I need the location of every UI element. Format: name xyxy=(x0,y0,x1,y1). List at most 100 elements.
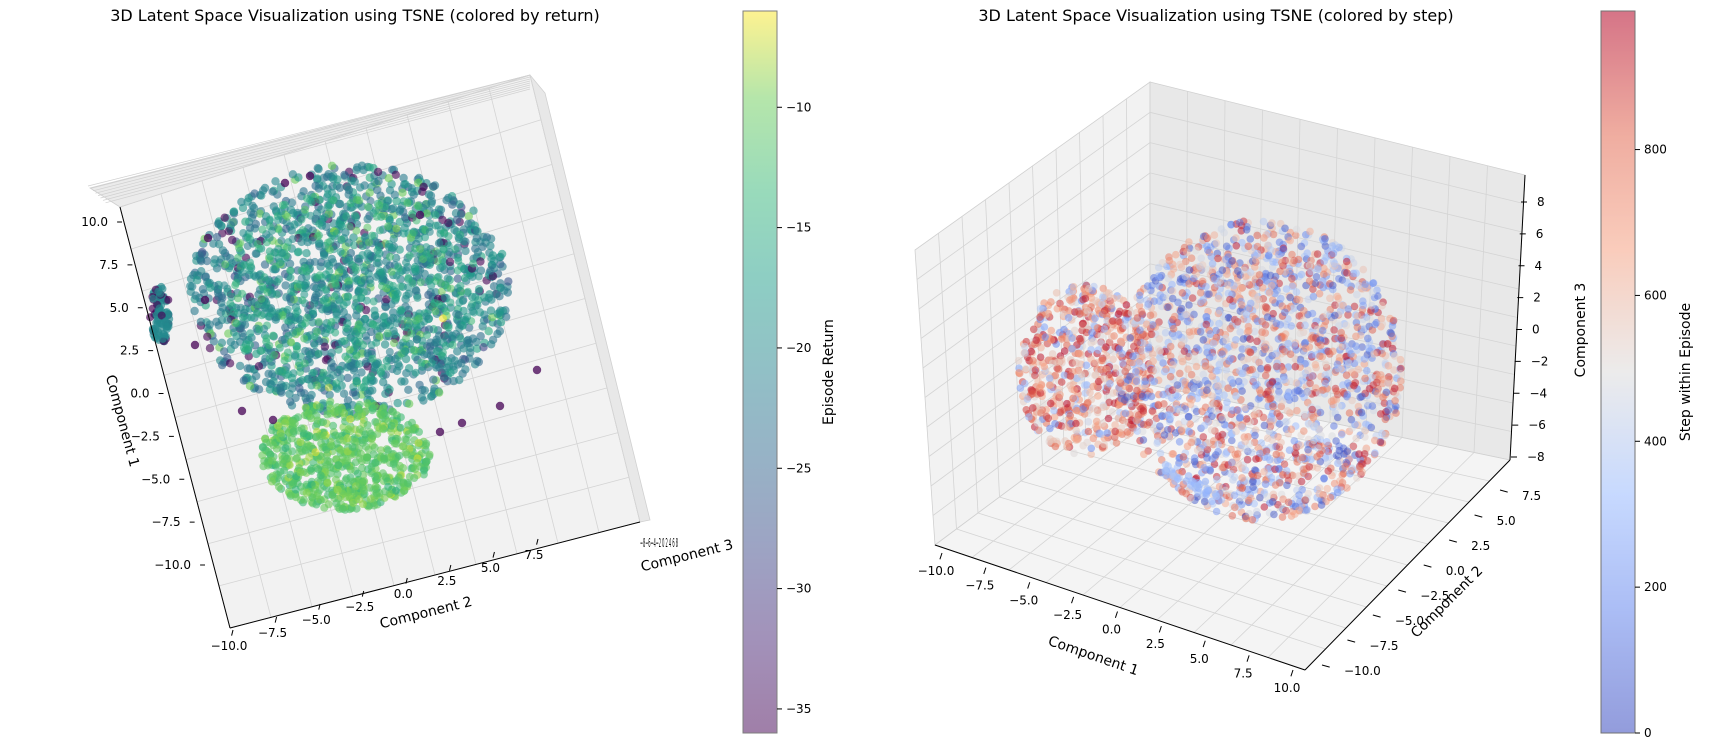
scatter-point xyxy=(361,357,370,366)
scatter-point xyxy=(409,190,418,199)
scatter-point xyxy=(303,375,313,384)
scatter-point xyxy=(225,359,235,368)
scatter-point xyxy=(350,336,359,345)
scatter-point xyxy=(329,371,338,380)
scatter-point xyxy=(1035,426,1043,435)
scatter-point xyxy=(286,470,295,479)
scatter-point xyxy=(1249,478,1257,486)
scatter-point xyxy=(431,307,440,316)
scatter-point xyxy=(397,305,406,314)
scatter-point xyxy=(395,245,404,254)
scatter-point xyxy=(1047,326,1056,335)
scatter-point xyxy=(330,292,339,301)
scatter-point xyxy=(349,487,358,496)
scatter-point xyxy=(446,368,455,377)
scatter-point xyxy=(1027,347,1035,356)
scatter-point xyxy=(1269,309,1277,318)
scatter-point xyxy=(367,462,376,471)
scatter-point xyxy=(1069,394,1077,403)
scatter-point xyxy=(160,330,169,339)
scatter-point xyxy=(366,378,375,387)
scatter-point xyxy=(421,200,430,209)
scatter-point xyxy=(451,245,460,254)
tick-label: −5.0 xyxy=(141,472,170,486)
scatter-point xyxy=(1232,427,1240,436)
scatter-point xyxy=(1056,391,1064,399)
scatter-point xyxy=(315,219,324,228)
tick-mark xyxy=(405,577,408,584)
scatter-point xyxy=(392,196,401,206)
tick-mark xyxy=(492,551,495,558)
scatter-point xyxy=(502,312,511,321)
scatter-point xyxy=(1122,301,1131,309)
scatter-point xyxy=(326,246,334,255)
scatter-point xyxy=(1029,356,1037,365)
scatter-point xyxy=(1257,364,1265,373)
scatter-point xyxy=(254,362,264,371)
scatter-point xyxy=(365,188,374,197)
scatter-point xyxy=(1099,309,1108,318)
scatter-point xyxy=(1015,369,1023,377)
scatter-point xyxy=(1275,387,1283,396)
scatter-point xyxy=(389,204,398,213)
scatter-point xyxy=(277,432,286,441)
scatter-point xyxy=(1047,298,1055,306)
scatter-point xyxy=(300,334,309,343)
scatter-point xyxy=(378,282,386,291)
scatter-point xyxy=(257,294,266,303)
scatter-point xyxy=(1354,402,1363,411)
scatter-point xyxy=(323,456,332,465)
scatter-point xyxy=(1063,399,1071,408)
scatter-point xyxy=(1182,386,1190,395)
scatter-point xyxy=(341,228,350,237)
scatter-point xyxy=(334,494,343,503)
scatter-point xyxy=(289,328,298,337)
scatter-point xyxy=(154,287,163,296)
scatter-point xyxy=(405,319,414,328)
scatter-point xyxy=(399,229,408,238)
scatter-point xyxy=(363,399,372,408)
left-ylabel: Component 2 xyxy=(378,594,474,632)
scatter-point xyxy=(1320,475,1328,483)
scatter-point xyxy=(386,252,394,261)
scatter-point xyxy=(1105,398,1113,407)
scatter-point xyxy=(408,425,417,434)
scatter-point xyxy=(297,274,306,283)
scatter-point xyxy=(289,369,298,378)
colorbar-tick-label: −10 xyxy=(786,100,811,114)
return-chart-title: 3D Latent Space Visualization using TSNE… xyxy=(110,6,600,25)
scatter-point xyxy=(1166,342,1175,351)
scatter-point xyxy=(1315,484,1324,492)
scatter-point xyxy=(221,260,230,269)
scatter-point xyxy=(298,296,307,305)
scatter-point xyxy=(220,347,229,356)
scatter-point xyxy=(1358,392,1366,401)
scatter-point xyxy=(1037,343,1045,352)
scatter-point xyxy=(308,236,317,245)
scatter-point xyxy=(309,368,318,377)
scatter-point xyxy=(253,240,262,248)
scatter-point xyxy=(1212,419,1220,428)
scatter-point xyxy=(371,472,380,481)
scatter-point xyxy=(438,262,447,271)
scatter-point xyxy=(399,487,408,495)
scatter-point xyxy=(314,465,323,474)
scatter-point xyxy=(419,182,428,191)
scatter-point xyxy=(372,185,382,195)
scatter-point xyxy=(464,212,473,221)
scatter-point xyxy=(258,282,267,291)
gridline xyxy=(105,88,531,204)
scatter-point xyxy=(1050,406,1058,415)
scatter-point xyxy=(394,264,403,273)
scatter-point xyxy=(206,283,215,292)
scatter-point xyxy=(1292,288,1301,296)
scatter-point xyxy=(295,384,304,393)
scatter-point xyxy=(1199,433,1208,441)
scatter-point xyxy=(457,418,467,428)
scatter-point xyxy=(414,438,423,447)
scatter-point xyxy=(397,377,406,386)
scatter-point xyxy=(1091,371,1099,380)
scatter-point xyxy=(416,278,425,287)
scatter-point xyxy=(422,342,431,351)
scatter-point xyxy=(456,281,465,290)
